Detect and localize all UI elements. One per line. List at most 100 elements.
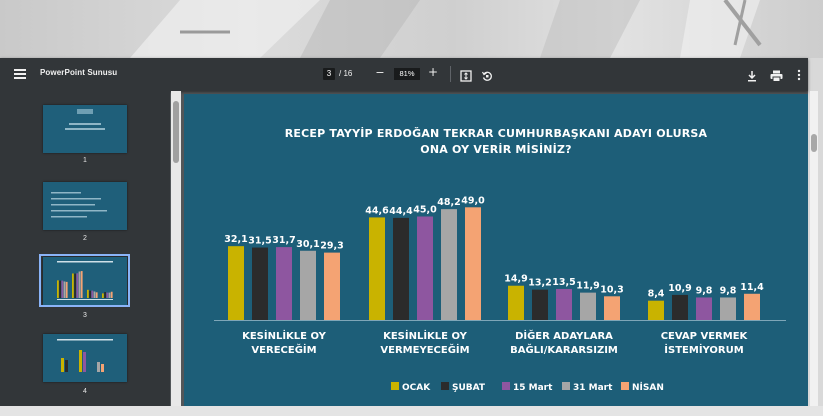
thumbnail-bar (72, 273, 74, 298)
category-label: CEVAP VERMEK (661, 331, 749, 342)
menu-icon[interactable] (13, 67, 27, 81)
more-options-icon[interactable] (796, 67, 802, 81)
bar-31-mart-1 (441, 209, 457, 320)
page-number-input[interactable]: 3 (323, 68, 335, 80)
thumbnail-bar (61, 280, 64, 298)
data-label: 9,8 (696, 285, 713, 296)
slide-title-line-1: RECEP TAYYİP ERDOĞAN TEKRAR CUMHURBAŞKAN… (284, 127, 708, 140)
thumbnail-bar (78, 271, 81, 298)
bar-ni̇san-3 (744, 293, 760, 320)
thumbnail-sidebar: 1 2 3 (0, 91, 170, 406)
data-label: 31,7 (272, 235, 295, 246)
legend-swatch (391, 382, 399, 390)
data-label: 32,1 (224, 234, 247, 245)
thumbnail-preview (65, 109, 105, 130)
bar-15-mart-3 (696, 297, 712, 320)
data-label: 11,9 (576, 281, 599, 292)
thumbnail-bar (102, 293, 104, 298)
data-label: 49,0 (461, 195, 485, 206)
legend-swatch (562, 382, 570, 390)
legend-label: ŞUBAT (452, 383, 486, 393)
rotate-icon[interactable] (481, 67, 493, 81)
main-scrollbar[interactable] (810, 91, 818, 406)
thumbnail-label: 1 (83, 157, 87, 164)
thumbnail-bar (63, 281, 66, 298)
thumbnail-page-1[interactable] (43, 105, 127, 153)
viewer-toolbar: PowerPoint Sunusu 3 / 16 − 81% + (0, 58, 808, 91)
legend-swatch (441, 382, 449, 390)
category-label: İSTEMİYORUM (664, 342, 743, 356)
category-label: DİĞER ADAYLARA (515, 328, 613, 342)
thumbnail-label: 2 (83, 235, 87, 242)
thumbnail-bar (110, 291, 113, 298)
page-total: / 16 (339, 69, 353, 78)
data-label: 13,5 (552, 277, 575, 288)
data-label: 48,2 (437, 197, 460, 208)
bar-ni̇san-0 (324, 252, 340, 320)
thumbnail-bar (108, 292, 111, 298)
bar-şubat-0 (252, 247, 268, 320)
thumbnail-preview (57, 261, 113, 300)
slide-page: RECEP TAYYİP ERDOĞAN TEKRAR CUMHURBAŞKAN… (184, 94, 808, 406)
data-label: 10,3 (600, 284, 623, 295)
data-label: 30,1 (296, 239, 319, 250)
bar-ocak-3 (648, 300, 664, 320)
thumbnail-preview (51, 192, 107, 218)
bottom-background (0, 406, 823, 416)
bar-ni̇san-2 (604, 296, 620, 320)
bar-15-mart-0 (276, 247, 292, 320)
bar-ni̇san-1 (465, 207, 481, 320)
data-label: 10,9 (668, 283, 691, 294)
bar-31-mart-0 (300, 250, 316, 320)
fit-to-page-icon[interactable] (460, 67, 472, 82)
bar-chart: 32,1 44,6 14,9 8,4 31,5 44,4 13,2 10,9 31,7 45,0 1… (214, 195, 786, 393)
download-icon[interactable] (746, 67, 758, 82)
legend-swatch (621, 382, 629, 390)
bar-ocak-2 (508, 285, 524, 320)
thumbnail-preview (57, 339, 113, 372)
legend-label: NİSAN (632, 382, 664, 393)
bar-şubat-3 (672, 294, 688, 320)
data-label: 13,2 (528, 278, 551, 289)
legend-swatch (502, 382, 510, 390)
zoom-in-button[interactable]: + (428, 65, 439, 79)
zoom-level-input[interactable]: 81% (394, 68, 420, 80)
background-decoration (130, 0, 762, 58)
bar-31-mart-3 (720, 297, 736, 320)
bar-şubat-2 (532, 289, 548, 320)
thumbnail-page-4[interactable] (43, 334, 127, 382)
slide-title: RECEP TAYYİP ERDOĞAN TEKRAR CUMHURBAŞKAN… (184, 126, 808, 158)
category-label: VERMEYECEĞİM (380, 342, 469, 356)
thumbnail-label: 3 (83, 312, 87, 319)
zoom-out-button[interactable]: − (375, 66, 385, 79)
bar-ocak-0 (228, 246, 244, 320)
thumbnail-bar (93, 291, 96, 298)
data-label: 45,0 (413, 205, 437, 216)
legend-label: OCAK (402, 383, 431, 393)
sidebar-scrollbar[interactable] (171, 91, 181, 406)
thumbnail-bar (59, 280, 61, 298)
main-scrollbar-thumb[interactable] (811, 134, 817, 152)
thumbnail-bar (89, 290, 91, 298)
thumbnail-bar (95, 292, 98, 298)
thumbnail-page-2[interactable] (43, 182, 127, 230)
print-icon[interactable] (770, 67, 783, 82)
toolbar-divider (450, 66, 451, 82)
thumbnail-label: 4 (83, 388, 87, 395)
bar-ocak-1 (369, 217, 385, 320)
legend-label: 15 Mart (513, 383, 553, 393)
category-label: KESİNLİKLE OY (383, 328, 468, 342)
thumbnail-bar (57, 280, 59, 298)
thumbnail-bar (65, 281, 68, 298)
bar-15-mart-2 (556, 288, 572, 320)
document-title: PowerPoint Sunusu (40, 68, 118, 77)
data-label: 9,8 (720, 285, 737, 296)
slide-title-line-2: ONA OY VERİR MİSİNİZ? (420, 143, 572, 156)
thumbnail-page-3[interactable] (43, 257, 127, 305)
data-label: 11,4 (740, 282, 764, 293)
category-label: KESİNLİKLE OY (242, 328, 327, 342)
sidebar-scrollbar-thumb[interactable] (173, 101, 179, 163)
data-label: 14,9 (504, 274, 527, 285)
data-label: 29,3 (320, 241, 343, 252)
data-label: 8,4 (648, 289, 665, 300)
